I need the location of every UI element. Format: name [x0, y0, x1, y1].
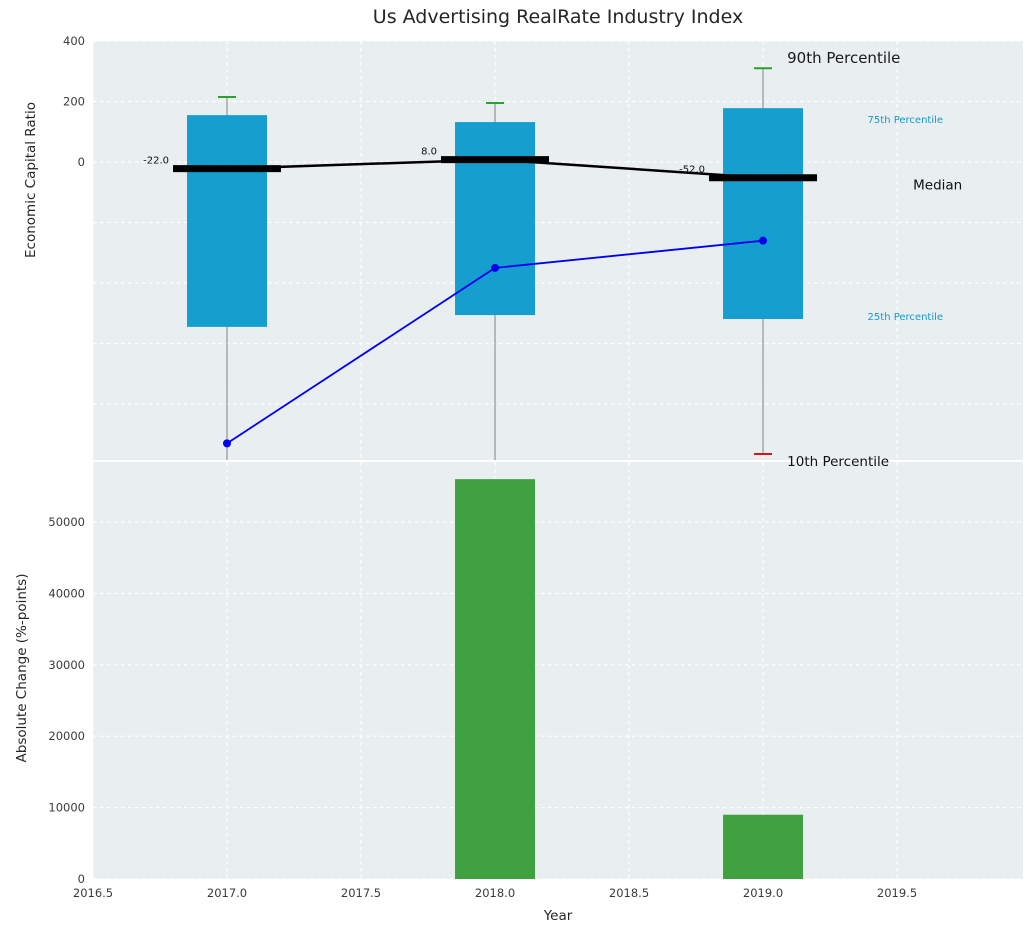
- top-y-tick-label: 200: [63, 95, 85, 109]
- company-point-2017: [223, 439, 232, 448]
- top-y-tick-label: 0: [78, 155, 85, 169]
- x-tick-label: 2017.0: [207, 886, 247, 900]
- x-tick-label: 2019.5: [877, 886, 917, 900]
- iqr-box-2019: [723, 108, 804, 320]
- x-tick-label: 2016.5: [73, 886, 113, 900]
- chart-title: Us Advertising RealRate Industry Index: [372, 6, 744, 28]
- annotation-median: Median: [913, 177, 962, 193]
- bottom-y-tick-label: 10000: [48, 801, 85, 815]
- annotation-25th-percentile: 25th Percentile: [868, 312, 944, 323]
- x-tick-label: 2019.0: [743, 886, 783, 900]
- bar-2018: [455, 479, 536, 879]
- company-point-2018: [491, 263, 500, 272]
- median-value-label-2017: -22.0: [143, 156, 169, 167]
- iqr-box-2018: [455, 122, 536, 316]
- x-tick-label: 2017.5: [341, 886, 381, 900]
- bottom-y-tick-label: 30000: [48, 658, 85, 672]
- annotation-75th-percentile: 75th Percentile: [868, 115, 944, 126]
- x-tick-label: 2018.0: [475, 886, 515, 900]
- median-value-label-2019: -52.0: [679, 165, 705, 176]
- bottom-plot-area: [93, 462, 1023, 879]
- annotation-90th-percentile: 90th Percentile: [787, 49, 900, 67]
- iqr-box-2017: [187, 115, 268, 327]
- x-axis-label: Year: [543, 908, 573, 924]
- bar-2019: [723, 814, 804, 879]
- annotation-10th-percentile: 10th Percentile: [787, 454, 889, 470]
- bottom-y-tick-label: 40000: [48, 586, 85, 600]
- x-tick-label: 2018.5: [609, 886, 649, 900]
- bottom-y-tick-label: 50000: [48, 515, 85, 529]
- bottom-y-tick-label: 0: [78, 872, 85, 886]
- top-y-tick-label: 400: [63, 34, 85, 48]
- company-point-2019: [759, 236, 768, 245]
- top-plot-group: -22.0 8.0 -52.0: [143, 67, 818, 460]
- bottom-y-tick-label: 20000: [48, 729, 85, 743]
- median-value-label-2018: 8.0: [421, 147, 437, 158]
